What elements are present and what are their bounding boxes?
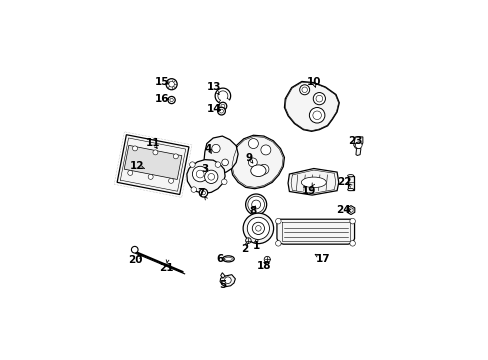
Circle shape <box>192 166 207 182</box>
Circle shape <box>215 162 220 167</box>
Polygon shape <box>287 168 338 195</box>
Circle shape <box>170 98 173 102</box>
Ellipse shape <box>347 188 353 191</box>
Polygon shape <box>347 176 353 190</box>
Polygon shape <box>284 81 339 131</box>
Ellipse shape <box>224 257 232 261</box>
Ellipse shape <box>347 175 353 177</box>
Text: 20: 20 <box>128 255 142 265</box>
Text: 13: 13 <box>206 82 221 92</box>
Text: 7: 7 <box>197 188 204 198</box>
Text: 10: 10 <box>306 77 321 87</box>
Circle shape <box>299 85 309 95</box>
Circle shape <box>168 81 174 87</box>
Circle shape <box>260 145 270 155</box>
Ellipse shape <box>301 177 325 188</box>
Text: 15: 15 <box>155 77 169 87</box>
Circle shape <box>259 164 268 174</box>
Circle shape <box>201 191 205 195</box>
Circle shape <box>196 170 203 178</box>
Text: 6: 6 <box>216 255 224 264</box>
Circle shape <box>245 194 266 215</box>
Polygon shape <box>220 275 235 287</box>
Circle shape <box>219 102 226 110</box>
Polygon shape <box>203 136 238 174</box>
Circle shape <box>204 170 218 184</box>
Text: 24: 24 <box>335 204 350 215</box>
Circle shape <box>247 217 269 239</box>
Circle shape <box>153 150 158 155</box>
Circle shape <box>219 109 223 113</box>
Polygon shape <box>355 149 360 156</box>
Polygon shape <box>346 206 354 215</box>
Circle shape <box>247 196 264 213</box>
Circle shape <box>243 213 273 244</box>
Circle shape <box>131 246 138 253</box>
Text: 23: 23 <box>347 136 362 146</box>
Circle shape <box>127 170 132 175</box>
Text: 16: 16 <box>155 94 169 104</box>
Circle shape <box>251 200 260 209</box>
Text: 5: 5 <box>218 280 225 290</box>
Polygon shape <box>124 145 182 179</box>
Circle shape <box>224 277 231 284</box>
Circle shape <box>355 142 361 149</box>
Text: 11: 11 <box>145 138 160 148</box>
Polygon shape <box>220 273 224 278</box>
Text: 9: 9 <box>245 153 252 163</box>
Polygon shape <box>276 219 354 244</box>
Circle shape <box>315 95 322 102</box>
Ellipse shape <box>222 256 234 262</box>
Polygon shape <box>117 135 188 194</box>
Circle shape <box>217 107 225 115</box>
Circle shape <box>199 189 207 197</box>
Circle shape <box>313 93 325 105</box>
Polygon shape <box>186 159 224 193</box>
Ellipse shape <box>250 165 265 176</box>
Text: 2: 2 <box>241 244 247 254</box>
Circle shape <box>312 111 321 120</box>
Circle shape <box>191 187 196 192</box>
Circle shape <box>168 178 173 183</box>
Circle shape <box>255 226 261 231</box>
Text: 19: 19 <box>302 186 316 196</box>
Circle shape <box>166 79 177 90</box>
Circle shape <box>148 174 153 179</box>
Circle shape <box>301 87 307 93</box>
Circle shape <box>349 240 355 246</box>
Circle shape <box>132 146 137 151</box>
Circle shape <box>168 96 175 104</box>
Circle shape <box>173 154 178 159</box>
Text: 17: 17 <box>315 254 330 264</box>
Text: 12: 12 <box>129 161 144 171</box>
Circle shape <box>222 159 228 166</box>
Circle shape <box>264 256 270 262</box>
Circle shape <box>189 162 195 167</box>
Text: 22: 22 <box>337 177 351 187</box>
Text: 4: 4 <box>204 144 212 153</box>
Circle shape <box>221 104 224 108</box>
Circle shape <box>248 158 257 167</box>
Text: 18: 18 <box>256 261 271 270</box>
Circle shape <box>275 240 281 246</box>
Circle shape <box>275 219 281 224</box>
Circle shape <box>349 219 355 224</box>
Text: 21: 21 <box>159 263 173 273</box>
Text: 3: 3 <box>201 164 208 174</box>
Circle shape <box>248 139 258 149</box>
Text: 8: 8 <box>249 206 256 216</box>
Text: 1: 1 <box>252 240 259 251</box>
Polygon shape <box>230 135 284 189</box>
Circle shape <box>221 179 226 185</box>
Circle shape <box>309 108 324 123</box>
Circle shape <box>252 222 264 234</box>
Circle shape <box>245 238 251 243</box>
Circle shape <box>211 144 220 153</box>
Circle shape <box>207 174 214 180</box>
Text: 14: 14 <box>206 104 221 114</box>
Polygon shape <box>353 137 362 149</box>
